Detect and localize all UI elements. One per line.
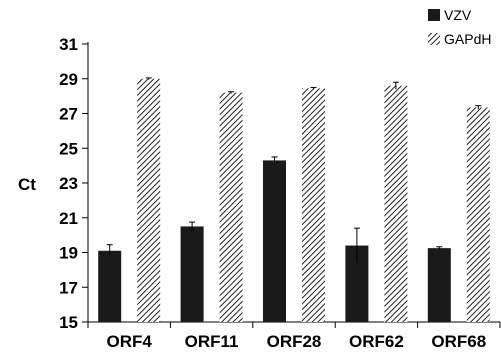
legend: VZV GAPdH [428,7,491,47]
x-category-label: ORF11 [185,332,239,351]
bars [98,77,490,323]
bar-gapdh-orf62 [384,85,408,322]
bar-gapdh-orf11 [219,92,243,323]
x-category-label: ORF62 [349,332,404,351]
y-tick-label: 19 [59,244,78,263]
legend-swatch-vzv [428,9,440,21]
y-tick-label: 31 [59,35,78,54]
y-tick-label: 21 [59,209,78,228]
legend-label-gapdh: GAPdH [444,31,491,47]
bar-vzv-orf4 [98,250,122,322]
y-tick-label: 25 [59,139,78,158]
bar-gapdh-orf28 [302,88,325,323]
y-tick-label: 23 [59,174,78,193]
y-axis-title: Ct [18,175,36,194]
y-axis: 15 17 19 21 23 25 27 29 31 [59,35,89,332]
x-category-label: ORF28 [267,332,322,351]
legend-label-vzv: VZV [444,7,472,23]
bar-gapdh-orf68 [466,107,490,322]
y-tick-label: 17 [59,278,78,297]
x-axis: ORF4 ORF11 ORF28 ORF62 ORF68 [87,321,501,351]
bar-vzv-orf62 [345,245,369,322]
legend-swatch-gapdh [428,33,440,45]
x-category-label: ORF68 [431,332,486,351]
x-category-label: ORF4 [107,332,153,351]
bar-vzv-orf28 [263,160,286,322]
y-tick-label: 29 [59,70,78,89]
bar-gapdh-orf4 [137,78,161,322]
bar-vzv-orf68 [427,248,451,322]
bar-vzv-orf11 [180,226,204,322]
y-tick-label: 15 [59,313,78,332]
y-tick-label: 27 [59,105,78,124]
